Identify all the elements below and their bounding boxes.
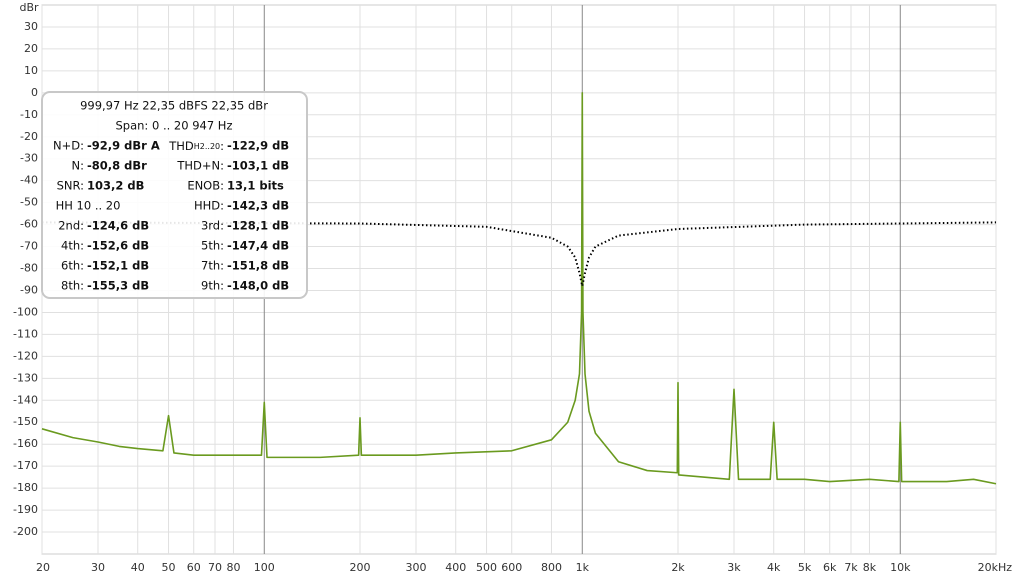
info-label: N:	[72, 159, 84, 173]
x-tick-label: 50	[162, 561, 176, 574]
y-tick-label: -160	[13, 437, 38, 450]
y-tick-label: -60	[20, 218, 38, 231]
info-label: SNR:	[57, 179, 84, 193]
x-tick-label: 70	[208, 561, 222, 574]
x-tick-label: 600	[501, 561, 522, 574]
info-value: 13,1 bits	[227, 179, 284, 193]
info-label-sub: H2..20	[194, 142, 220, 151]
info-value: -142,3 dB	[227, 199, 289, 213]
y-tick-label: -80	[20, 262, 38, 275]
y-tick-label: -90	[20, 283, 38, 296]
x-tick-label: 300	[405, 561, 426, 574]
info-box: 999,97 Hz 22,35 dBFS 22,35 dBr Span: 0 ..…	[41, 91, 308, 299]
x-tick-label: 20kHz	[978, 561, 1013, 574]
y-tick-label: -170	[13, 459, 38, 472]
info-value: -92,9 dBr A	[87, 139, 160, 153]
x-tick-label: 4k	[767, 561, 781, 574]
x-tick-label: 2k	[671, 561, 685, 574]
info-value: -148,0 dB	[227, 279, 289, 293]
y-tick-label: -20	[20, 130, 38, 143]
y-axis-label: dBr	[19, 1, 39, 14]
info-value: -151,8 dB	[227, 259, 289, 273]
info-label: 8th:	[61, 279, 84, 293]
x-tick-label: 30	[91, 561, 105, 574]
info-value: -103,1 dB	[227, 159, 289, 173]
y-tick-label: -10	[20, 108, 38, 121]
x-tick-label: 200	[350, 561, 371, 574]
info-box-frame	[41, 91, 308, 299]
y-tick-label: -180	[13, 481, 38, 494]
x-tick-label: 400	[445, 561, 466, 574]
x-tick-label: 60	[187, 561, 201, 574]
info-span: Span: 0 .. 20 947 Hz	[116, 119, 233, 133]
info-value: -152,1 dB	[87, 259, 149, 273]
info-label-end: :	[220, 139, 224, 153]
info-label: THDH2..20:	[168, 139, 224, 153]
info-value: 103,2 dB	[87, 179, 144, 193]
x-tick-label: 100	[254, 561, 275, 574]
info-value: -152,6 dB	[87, 239, 149, 253]
y-tick-label: -120	[13, 349, 38, 362]
info-label: HH 10 .. 20	[56, 199, 121, 213]
y-tick-label: 20	[24, 42, 38, 55]
info-label: 5th:	[201, 239, 224, 253]
x-tick-label: 1k	[576, 561, 590, 574]
x-tick-label: 10k	[890, 561, 911, 574]
y-tick-label: -100	[13, 305, 38, 318]
info-label: 3rd:	[201, 219, 224, 233]
info-value: -128,1 dB	[227, 219, 289, 233]
info-value: -124,6 dB	[87, 219, 149, 233]
x-tick-label: 6k	[823, 561, 837, 574]
info-label: 9th:	[201, 279, 224, 293]
y-tick-label: 30	[24, 20, 38, 33]
y-tick-label: -130	[13, 371, 38, 384]
info-value: -80,8 dBr	[87, 159, 147, 173]
info-label: N+D:	[53, 139, 84, 153]
x-tick-label: 7k	[844, 561, 858, 574]
y-tick-label: -190	[13, 503, 38, 516]
x-tick-label: 500	[476, 561, 497, 574]
info-label: 6th:	[61, 259, 84, 273]
info-label: HHD:	[194, 199, 224, 213]
x-tick-label: 8k	[863, 561, 877, 574]
y-tick-label: 10	[24, 64, 38, 77]
y-tick-label: -140	[13, 393, 38, 406]
y-tick-label: 0	[31, 86, 38, 99]
info-label: 7th:	[201, 259, 224, 273]
y-tick-label: -70	[20, 240, 38, 253]
x-tick-label: 20	[36, 561, 50, 574]
info-label: 2nd:	[58, 219, 84, 233]
y-tick-label: -50	[20, 196, 38, 209]
info-label-main: THD	[168, 139, 194, 153]
info-label: THD+N:	[176, 159, 224, 173]
x-tick-label: 40	[131, 561, 145, 574]
info-value: -122,9 dB	[227, 139, 289, 153]
y-tick-label: -30	[20, 152, 38, 165]
x-tick-label: 800	[541, 561, 562, 574]
y-tick-label: -200	[13, 525, 38, 538]
info-label: 4th:	[61, 239, 84, 253]
x-tick-label: 80	[226, 561, 240, 574]
y-tick-label: -150	[13, 415, 38, 428]
info-value: -155,3 dB	[87, 279, 149, 293]
series-line	[41, 92, 997, 485]
info-value: -147,4 dB	[227, 239, 289, 253]
info-label: ENOB:	[187, 179, 224, 193]
x-tick-label: 5k	[798, 561, 812, 574]
y-tick-label: -110	[13, 327, 38, 340]
info-header: 999,97 Hz 22,35 dBFS 22,35 dBr	[80, 99, 268, 113]
x-tick-label: 3k	[727, 561, 741, 574]
y-tick-label: -40	[20, 174, 38, 187]
